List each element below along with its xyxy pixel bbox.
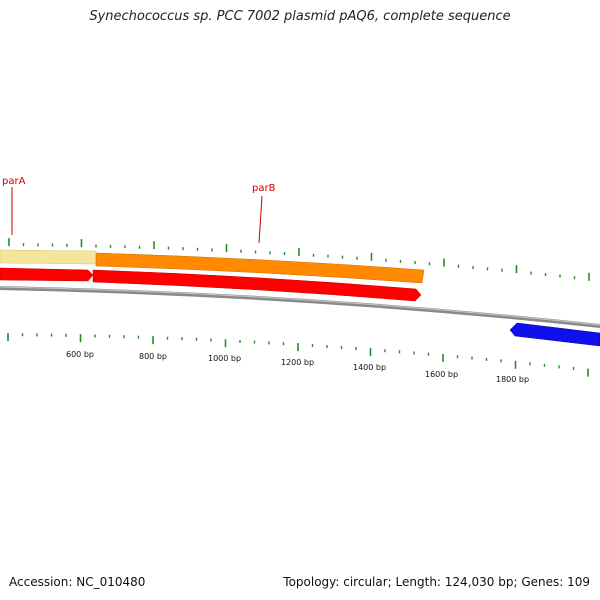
cds-arrow-parA[interactable] [0, 267, 94, 282]
gene-feature-band-pale[interactable] [0, 249, 97, 265]
gene-feature-parB[interactable] [95, 252, 425, 284]
scale-label-1000: 1000 bp [208, 354, 241, 363]
outer-tick-marks [8, 238, 590, 281]
sequence-backbone [0, 286, 600, 328]
scale-label-1200: 1200 bp [281, 358, 314, 367]
scale-label-1800: 1800 bp [496, 375, 529, 384]
scale-label-800: 800 bp [139, 352, 167, 361]
inner-tick-marks [7, 333, 589, 377]
cds-arrow-parB[interactable] [92, 269, 422, 302]
map-title: Synechococcus sp. PCC 7002 plasmid pAQ6,… [89, 9, 511, 24]
scale-label-1600: 1600 bp [425, 370, 458, 379]
scale-label-1400: 1400 bp [353, 363, 386, 372]
gene-label-parA[interactable]: parA [2, 176, 26, 187]
cds-arrow-blue[interactable] [509, 322, 600, 347]
accession-label: Accession: NC_010480 [9, 575, 146, 589]
gene-label-parB[interactable]: parB [252, 183, 276, 194]
scale-label-600: 600 bp [66, 350, 94, 359]
parB-label-line [258, 195, 263, 244]
topology-summary: Topology: circular; Length: 124,030 bp; … [283, 575, 590, 589]
sequence-backbone-highlight [0, 286, 600, 326]
